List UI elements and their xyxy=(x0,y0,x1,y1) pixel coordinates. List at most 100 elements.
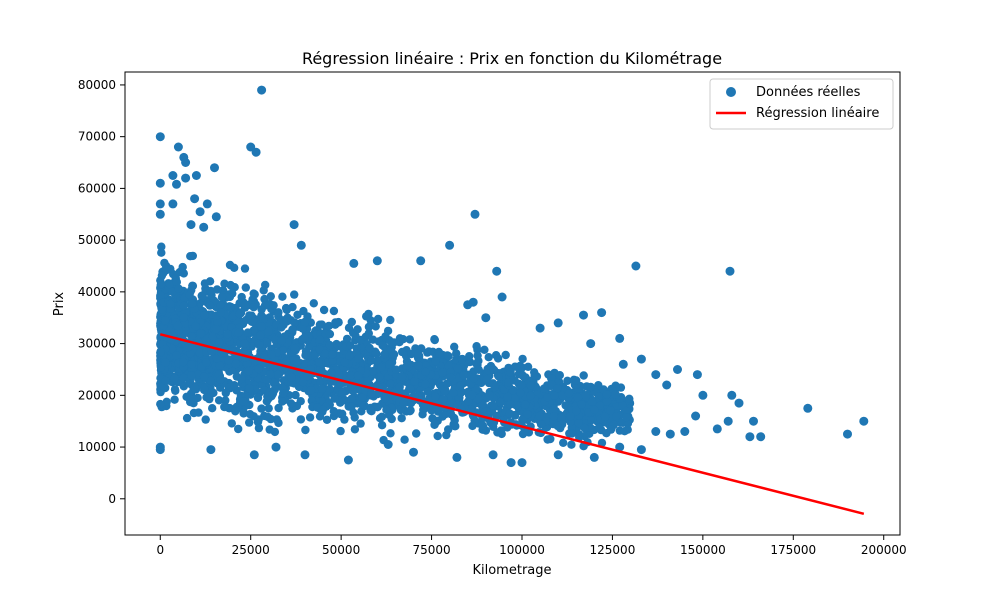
scatter-point xyxy=(452,349,461,358)
scatter-point xyxy=(156,280,165,289)
scatter-point xyxy=(347,317,356,327)
scatter-point xyxy=(421,379,430,389)
scatter-point xyxy=(303,372,312,381)
scatter-point xyxy=(859,416,869,426)
scatter-point xyxy=(572,376,581,385)
scatter-point xyxy=(444,361,454,371)
scatter-point xyxy=(156,399,165,409)
scatter-point xyxy=(282,305,291,315)
scatter-point xyxy=(181,158,191,167)
scatter-point xyxy=(157,248,166,257)
scatter-point xyxy=(231,407,240,416)
scatter-point xyxy=(497,292,507,302)
scatter-point xyxy=(375,414,385,423)
scatter-point xyxy=(589,452,599,462)
scatter-point xyxy=(162,265,171,275)
scatter-point xyxy=(234,424,243,434)
scatter-point xyxy=(296,415,306,424)
scatter-point xyxy=(320,349,330,358)
scatter-point xyxy=(745,432,755,442)
scatter-point xyxy=(274,308,283,317)
scatter-point xyxy=(274,418,283,428)
scatter-point xyxy=(557,413,566,423)
scatter-point xyxy=(292,357,302,367)
scatter-point xyxy=(367,356,376,365)
scatter-point xyxy=(625,394,634,403)
scatter-point xyxy=(235,309,244,319)
scatter-point xyxy=(567,429,577,438)
scatter-point xyxy=(185,290,194,299)
scatter-point xyxy=(402,361,411,370)
scatter-point xyxy=(387,339,397,348)
y-axis-label: Prix xyxy=(52,292,67,317)
scatter-point xyxy=(187,360,196,369)
scatter-point xyxy=(535,411,544,421)
scatter-point xyxy=(188,299,197,308)
scatter-point xyxy=(274,403,283,413)
scatter-point xyxy=(433,431,442,441)
scatter-point xyxy=(182,413,192,423)
scatter-point xyxy=(220,402,229,412)
scatter-point xyxy=(216,375,225,384)
scatter-point xyxy=(518,354,527,364)
x-tick-label: 25000 xyxy=(232,543,270,557)
scatter-point xyxy=(190,194,200,204)
scatter-point xyxy=(517,458,527,468)
x-tick-label: 75000 xyxy=(412,543,450,557)
scatter-point xyxy=(566,412,575,421)
plot-frame xyxy=(124,71,901,536)
scatter-point xyxy=(506,400,515,409)
scatter-point xyxy=(615,333,625,343)
scatter-point xyxy=(438,368,447,377)
scatter-point xyxy=(452,452,462,462)
scatter-point xyxy=(336,380,345,389)
scatter-point xyxy=(503,392,512,401)
scatter-point xyxy=(347,394,356,403)
scatter-point xyxy=(170,374,179,383)
scatter-point xyxy=(574,418,583,428)
scatter-point xyxy=(467,390,477,400)
scatter-point xyxy=(179,373,188,383)
scatter-point xyxy=(587,397,597,406)
scatter-point xyxy=(155,209,165,219)
scatter-point xyxy=(580,423,589,433)
scatter-point xyxy=(260,294,269,304)
scatter-point xyxy=(416,256,426,266)
scatter-point xyxy=(385,360,394,369)
scatter-point xyxy=(245,384,254,393)
scatter-point xyxy=(172,277,181,287)
scatter-point xyxy=(464,397,473,406)
scatter-point xyxy=(451,422,460,431)
scatter-point xyxy=(543,393,552,402)
scatter-point xyxy=(266,292,275,301)
y-tick-label: 70000 xyxy=(78,130,116,144)
x-tick-label: 200000 xyxy=(861,543,907,557)
scatter-point xyxy=(698,390,708,400)
y-tick-label: 10000 xyxy=(78,440,116,454)
scatter-point xyxy=(155,132,165,142)
scatter-point xyxy=(430,419,440,428)
scatter-point xyxy=(301,351,310,360)
scatter-point xyxy=(301,359,310,368)
scatter-point xyxy=(665,429,675,439)
scatter-point xyxy=(244,367,253,376)
scatter-point xyxy=(516,388,525,398)
scatter-point xyxy=(282,357,291,366)
scatter-point xyxy=(253,417,263,427)
scatter-point xyxy=(372,256,382,266)
scatter-point xyxy=(386,429,395,438)
scatter-point xyxy=(444,425,453,434)
scatter-point xyxy=(298,377,308,387)
scatter-point xyxy=(465,352,474,361)
scatter-point xyxy=(579,310,588,320)
scatter-point xyxy=(615,442,625,452)
scatter-point xyxy=(622,413,631,422)
scatter-point xyxy=(526,381,536,390)
scatter-point xyxy=(174,284,183,293)
scatter-point xyxy=(399,399,408,408)
scatter-point xyxy=(226,302,236,312)
scatter-point xyxy=(600,412,610,421)
scatter-point xyxy=(209,388,218,398)
scatter-point xyxy=(265,370,275,379)
scatter-point xyxy=(269,301,278,310)
